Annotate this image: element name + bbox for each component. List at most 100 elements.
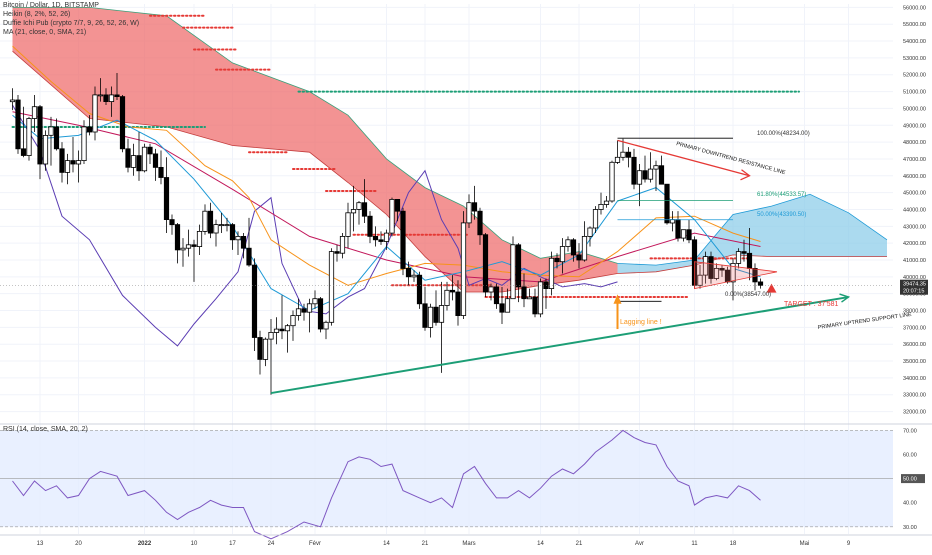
price-tick-label: 43000.00 — [903, 224, 926, 230]
candle-body — [411, 274, 417, 278]
countdown-value: 20:07:15 — [903, 289, 924, 295]
candle-body — [147, 146, 153, 155]
candle-body — [543, 281, 549, 289]
candle-body — [653, 165, 659, 170]
candle-body — [295, 308, 302, 316]
fib-0-label: 0.00%(38547.00) — [725, 292, 771, 298]
candle-body — [262, 338, 269, 360]
time-tick-label: 9 — [847, 541, 851, 547]
candle-body — [548, 257, 555, 289]
candle-body — [625, 151, 632, 158]
candle-body — [680, 229, 687, 239]
time-tick-label: Avr — [635, 541, 644, 547]
price-tick-label: 51000.00 — [903, 90, 926, 96]
candle-body — [394, 198, 401, 212]
drawings[interactable] — [270, 137, 851, 395]
ichimoku-legend[interactable]: Duffie Ichi Pub (crypto 7/7, 9, 26, 52, … — [3, 20, 140, 27]
lagging-label: Lagging line ! — [620, 319, 662, 326]
cloud-red — [12, 7, 618, 293]
candle-body — [532, 296, 538, 315]
candle-body — [636, 170, 643, 185]
candle-body — [757, 281, 764, 286]
price-tick-label: 34000.00 — [903, 376, 926, 382]
axes: 32000.00 33000.00 34000.00 35000.00 36000.00… — [0, 5, 932, 547]
candle-body — [537, 281, 544, 315]
time-tick-label: 24 — [268, 541, 275, 547]
time-tick-label: Mai — [800, 541, 810, 547]
candle-body — [235, 235, 241, 241]
rsi-line — [12, 429, 761, 540]
rsi-50-badge — [901, 474, 925, 484]
rsi-legend[interactable]: RSI (14, close, SMA, 20, 2) — [3, 426, 88, 433]
candle-body — [130, 155, 137, 168]
price-tick-label: 36000.00 — [903, 342, 926, 348]
time-tick-label: 21 — [422, 541, 429, 547]
candle-body — [609, 161, 615, 202]
candle-body — [158, 166, 164, 178]
candle-body — [224, 224, 230, 227]
fib-50-label: 50.00%(43390.50) — [757, 212, 806, 218]
candle-body — [180, 247, 186, 251]
candle-body — [119, 96, 126, 150]
time-tick-label: 13 — [37, 541, 44, 547]
candle-body — [383, 232, 390, 242]
candle-body — [284, 325, 291, 332]
time-tick-label: 10 — [191, 541, 198, 547]
ma-legend[interactable]: MA (21, close, 0, SMA, 21) — [3, 29, 87, 36]
candle-body — [367, 215, 373, 237]
candle-body — [218, 224, 225, 227]
candle-body — [730, 262, 736, 283]
candle-body — [229, 224, 236, 241]
candle-body — [196, 230, 203, 247]
candle-body — [279, 328, 285, 332]
candle-body — [713, 267, 720, 279]
candle-body — [735, 251, 742, 264]
candle-body — [746, 252, 753, 269]
time-tick-label: 2022 — [138, 541, 152, 547]
symbol-legend[interactable]: Bitcoin / Dollar, 1D, BITSTAMP — [3, 2, 99, 9]
candle-body — [108, 94, 115, 103]
price-tick-label: 56000.00 — [903, 5, 926, 11]
indicator-lines — [12, 45, 761, 347]
candle-body — [554, 257, 560, 263]
candle-body — [312, 298, 318, 305]
heikin-legend[interactable]: Heikin (8, 2%, 52, 26) — [3, 11, 71, 18]
candle-body — [350, 209, 357, 214]
candle-body — [449, 289, 456, 293]
candle-body — [26, 118, 32, 156]
candle-body — [53, 126, 60, 150]
fib-618-label: 61.80%(44533.57) — [757, 192, 806, 198]
candle-body — [504, 298, 511, 313]
candle-body — [207, 210, 214, 234]
candle-body — [70, 160, 76, 165]
candle-body — [37, 106, 43, 165]
rsi-tick-label: 70.00 — [903, 428, 917, 434]
candle-body — [169, 219, 175, 226]
candle-body — [152, 153, 159, 168]
candle-body — [515, 244, 522, 288]
candle-body — [675, 219, 681, 239]
candles[interactable] — [9, 73, 764, 395]
candle-body — [477, 210, 483, 236]
price-tick-label: 33000.00 — [903, 393, 926, 399]
candle-body — [125, 148, 131, 168]
candle-body — [647, 168, 654, 180]
candle-body — [422, 303, 428, 328]
candle-body — [752, 267, 758, 283]
current-price-badge — [900, 279, 928, 295]
candle-body — [493, 286, 500, 305]
candle-body — [141, 146, 148, 172]
candle-body — [361, 202, 368, 217]
candle-body — [48, 126, 54, 136]
candle-body — [741, 251, 747, 254]
price-tick-label: 35000.00 — [903, 359, 926, 365]
price-tick-label: 47000.00 — [903, 157, 926, 163]
candle-body — [697, 274, 703, 286]
candle-body — [202, 210, 208, 232]
candle-body — [587, 227, 593, 237]
fib-100-label: 100.00%(48234.00) — [757, 131, 810, 137]
candle-body — [642, 170, 648, 180]
candle-body — [559, 246, 566, 263]
candle-body — [460, 222, 467, 316]
